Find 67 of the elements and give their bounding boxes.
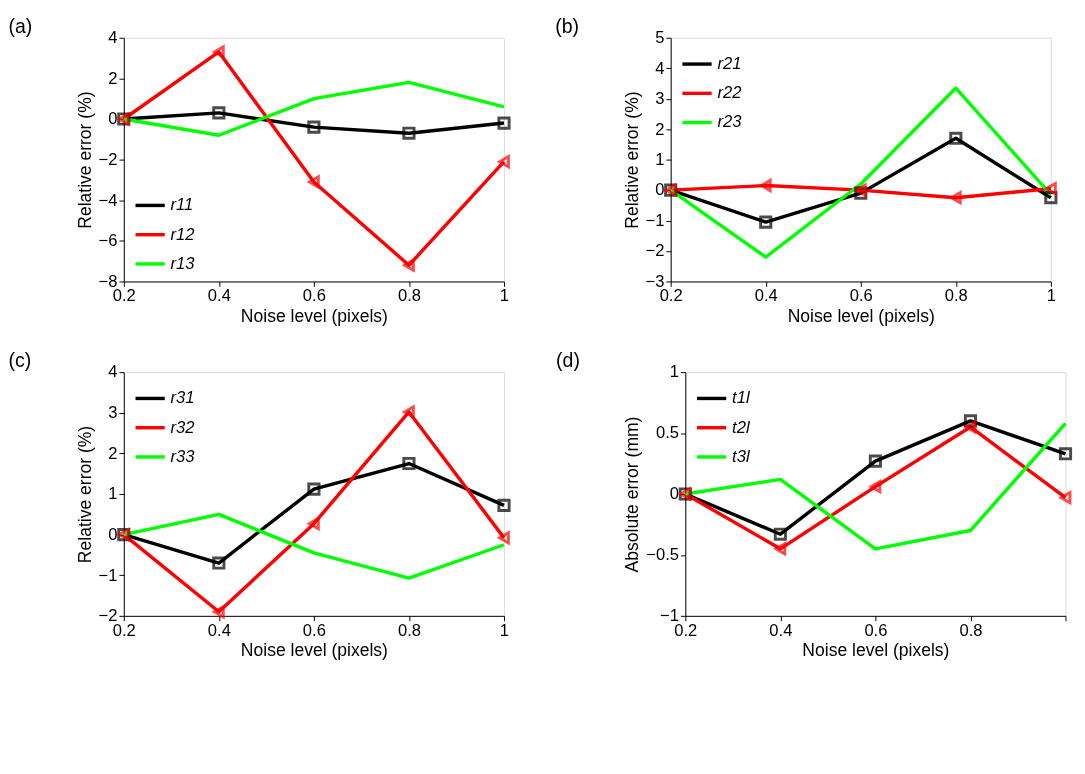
x-tick-label: 0.8 xyxy=(397,620,421,640)
y-tick-label: −2 xyxy=(645,241,665,261)
y-tick-label: 2 xyxy=(108,443,118,463)
y-tick-label: 0.5 xyxy=(655,423,679,443)
x-tick-label: 1 xyxy=(499,620,510,640)
legend-label: r11 xyxy=(170,195,194,215)
x-tick-label: 0.8 xyxy=(397,286,421,306)
legend-label: r12 xyxy=(170,224,195,244)
legend-label: r23 xyxy=(717,112,743,132)
x-tick-label: 0.6 xyxy=(302,286,326,306)
y-tick-label: 0 xyxy=(108,109,118,129)
x-tick-label: 1 xyxy=(499,286,510,306)
y-tick-label: −1 xyxy=(645,210,665,230)
x-tick-label: 0.6 xyxy=(864,620,888,640)
legend-label: r21 xyxy=(717,53,742,73)
x-axis-title: Noise level (pixels) xyxy=(240,640,388,661)
x-tick-label: 0.2 xyxy=(112,286,136,306)
y-tick-label: 1 xyxy=(669,362,679,382)
x-tick-label: 0.8 xyxy=(959,620,983,640)
y-axis-title: Absolute error (mm) xyxy=(622,416,643,573)
y-axis-title: Relative error (%) xyxy=(74,425,95,564)
x-tick-label: 0.2 xyxy=(112,620,136,640)
y-tick-label: 1 xyxy=(108,484,118,504)
y-tick-label: 5 xyxy=(655,28,665,48)
y-tick-label: 4 xyxy=(655,58,665,78)
x-tick-label: 0.4 xyxy=(207,286,231,306)
legend-label: r32 xyxy=(170,417,195,437)
chart-title: (b) xyxy=(555,14,580,37)
x-tick-label: 0.2 xyxy=(659,286,683,306)
x-tick-label: 0.6 xyxy=(849,286,873,306)
x-axis-title: Noise level (pixels) xyxy=(802,640,950,661)
y-tick-label: 3 xyxy=(655,89,665,109)
y-tick-label: 0 xyxy=(655,180,665,200)
y-tick-label: 4 xyxy=(108,362,118,382)
legend-label: r31 xyxy=(170,388,195,408)
x-tick-label: 0.4 xyxy=(754,286,778,306)
y-tick-label: 0 xyxy=(669,484,679,504)
y-tick-label: 4 xyxy=(108,28,118,48)
y-tick-label: −1 xyxy=(98,565,118,585)
x-axis-title: Noise level (pixels) xyxy=(240,305,388,326)
y-tick-label: −6 xyxy=(98,231,118,251)
legend-label: t2l xyxy=(732,417,751,437)
chart-title: (a) xyxy=(8,14,33,37)
x-tick-label: 0.2 xyxy=(674,620,698,640)
chart-title: (d) xyxy=(556,349,580,372)
x-tick-label: 0.6 xyxy=(302,620,326,640)
legend-label: r22 xyxy=(717,83,742,103)
y-tick-label: 2 xyxy=(108,68,118,88)
y-tick-label: 1 xyxy=(655,149,665,169)
y-tick-label: 3 xyxy=(108,403,118,423)
y-axis-title: Relative error (%) xyxy=(621,91,642,229)
y-tick-label: 0 xyxy=(108,524,118,544)
y-tick-label: −0.5 xyxy=(646,545,679,565)
y-axis-title: Relative error (%) xyxy=(74,91,95,229)
y-tick-label: −2 xyxy=(98,149,118,169)
x-tick-label: 0.4 xyxy=(207,620,231,640)
x-axis-title: Noise level (pixels) xyxy=(787,305,935,326)
legend-label: r33 xyxy=(170,446,196,466)
x-tick-label: 1 xyxy=(1046,286,1056,306)
legend-label: t3l xyxy=(732,446,751,466)
legend-label: t1l xyxy=(732,388,751,408)
x-tick-label: 0.8 xyxy=(944,286,968,306)
y-tick-label: −4 xyxy=(98,190,118,210)
y-tick-label: 2 xyxy=(655,119,665,139)
chart-title: (c) xyxy=(8,349,32,372)
legend-label: r13 xyxy=(170,253,196,273)
x-tick-label: 0.4 xyxy=(769,620,793,640)
